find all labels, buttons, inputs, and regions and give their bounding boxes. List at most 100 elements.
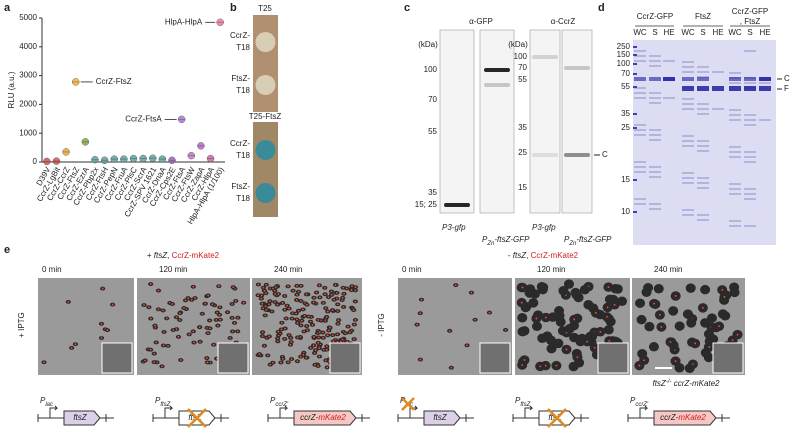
foci xyxy=(43,361,45,364)
foci xyxy=(354,289,357,292)
foci xyxy=(297,290,300,293)
foci xyxy=(286,304,289,307)
foci xyxy=(638,364,641,367)
text-part: ftsZ xyxy=(513,251,527,260)
foci xyxy=(325,359,327,362)
foci xyxy=(162,309,164,312)
gel-band xyxy=(634,134,646,136)
foci xyxy=(674,295,677,297)
foci xyxy=(721,288,724,291)
foci xyxy=(262,307,265,310)
foci xyxy=(217,285,220,288)
ladder-label: 70 xyxy=(518,63,527,72)
text-part: , xyxy=(167,251,171,260)
foci xyxy=(212,343,215,346)
plate xyxy=(253,15,278,112)
cell xyxy=(674,321,685,331)
gel-band xyxy=(744,50,756,52)
text-part: + xyxy=(147,251,154,260)
gel-band xyxy=(697,71,709,73)
ladder-label: 35 xyxy=(428,188,437,197)
text-part: P xyxy=(270,396,276,405)
gel-band xyxy=(729,72,741,74)
foci xyxy=(149,348,152,351)
band xyxy=(532,55,558,59)
lane-label: P3-gfp xyxy=(532,223,556,232)
foci xyxy=(306,329,309,332)
foci xyxy=(352,309,355,312)
foci xyxy=(313,296,315,299)
gel-band xyxy=(649,203,661,205)
foci xyxy=(450,366,453,369)
foci xyxy=(260,294,263,297)
ladder-band xyxy=(633,86,637,88)
foci xyxy=(326,310,329,313)
gel-band xyxy=(729,77,741,81)
promoter xyxy=(639,405,649,418)
cell xyxy=(612,284,623,294)
lane-label: WC xyxy=(681,28,695,37)
foci xyxy=(276,340,279,343)
gel-band xyxy=(663,97,675,99)
foci xyxy=(599,330,602,333)
blot-lane xyxy=(561,29,593,214)
foci xyxy=(101,287,104,290)
foci xyxy=(218,306,221,309)
band xyxy=(484,68,510,72)
gel-band xyxy=(682,140,694,142)
data-point xyxy=(62,148,70,156)
promoter-label: PccrZ' xyxy=(270,396,289,407)
foci xyxy=(317,336,320,339)
foci xyxy=(231,303,233,305)
gel-band xyxy=(682,77,694,81)
foci xyxy=(295,312,298,315)
annotation: CcrZ-FtsA xyxy=(125,114,162,123)
gel-band xyxy=(649,134,661,136)
lane-label: WC xyxy=(633,28,647,37)
band xyxy=(532,153,558,157)
foci xyxy=(504,329,507,331)
foci xyxy=(318,347,321,350)
cell xyxy=(643,283,654,293)
gel-band xyxy=(682,98,694,100)
colony xyxy=(255,75,276,95)
text-part: P xyxy=(564,235,570,244)
ladder-label: 100 xyxy=(617,59,631,68)
gel-band xyxy=(729,188,741,190)
gel-band xyxy=(697,219,709,221)
gene-label: ccrZ-mKate2 xyxy=(660,413,706,422)
gel-band xyxy=(744,124,756,126)
foci xyxy=(283,338,286,340)
foci xyxy=(307,315,310,318)
inset xyxy=(101,342,133,374)
gel-band xyxy=(729,193,741,195)
foci xyxy=(236,330,239,333)
foci xyxy=(643,359,646,362)
gel-band xyxy=(634,166,646,168)
data-point xyxy=(52,157,61,165)
foci xyxy=(324,307,327,310)
foci xyxy=(330,290,333,293)
foci xyxy=(594,312,597,314)
ladder-label: 55 xyxy=(621,82,630,91)
panel-label: e xyxy=(4,244,10,256)
foci xyxy=(232,286,235,289)
gel-band xyxy=(697,103,709,105)
cell xyxy=(635,298,646,308)
gel-band xyxy=(697,140,709,142)
y-tick-label: 0 xyxy=(33,157,38,166)
inset xyxy=(479,342,511,374)
foci xyxy=(325,345,328,348)
foci xyxy=(607,286,610,289)
cell xyxy=(577,333,588,344)
foci xyxy=(268,303,270,306)
foci xyxy=(218,313,221,316)
foci xyxy=(265,309,268,311)
foci xyxy=(201,312,204,315)
foci xyxy=(274,293,277,295)
text-part: ftsZ xyxy=(154,251,168,260)
gel-band xyxy=(759,119,771,121)
gel-band xyxy=(634,60,646,62)
data-point xyxy=(216,18,224,27)
foci xyxy=(274,286,277,289)
